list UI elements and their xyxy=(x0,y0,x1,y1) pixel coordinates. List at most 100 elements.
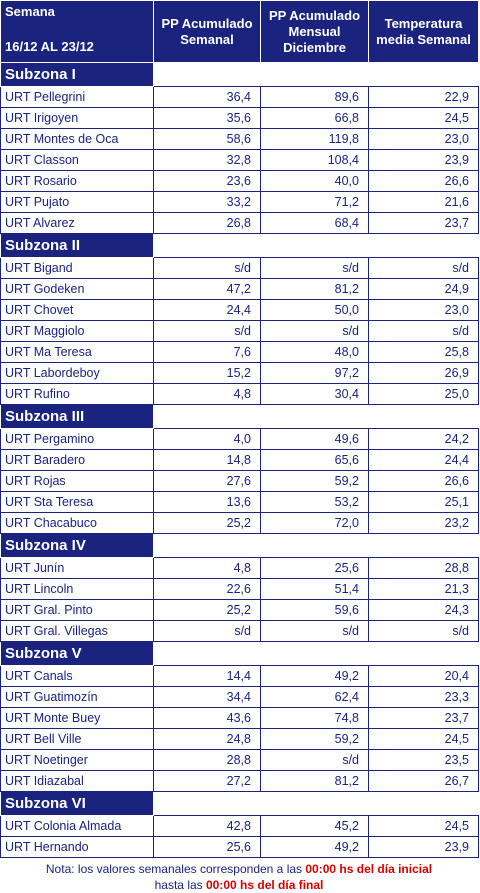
pp-weekly-value: 27,2 xyxy=(153,770,261,792)
temp-weekly-value: 24,9 xyxy=(368,278,479,300)
col-temp-weekly: Temperatura media Semanal xyxy=(368,0,479,63)
pp-weekly-value: 4,8 xyxy=(153,557,261,579)
table-body: Subzona I URT Pellegrini 36,4 89,6 22,9 URT I… xyxy=(0,62,479,858)
zone-title: Subzona III xyxy=(0,404,154,429)
pp-weekly-value: 43,6 xyxy=(153,707,261,729)
pp-weekly-value: 13,6 xyxy=(153,491,261,513)
station-row: URT Baradero 14,8 65,6 24,4 xyxy=(0,449,479,471)
station-name: URT Alvarez xyxy=(0,212,154,234)
zone-spacer xyxy=(153,533,479,558)
station-row: URT Pergamino 4,0 49,6 24,2 xyxy=(0,428,479,450)
station-row: URT Maggiolo s/d s/d s/d xyxy=(0,320,479,342)
temp-weekly-value: 23,5 xyxy=(368,749,479,771)
temp-weekly-value: 24,2 xyxy=(368,428,479,450)
pp-weekly-value: s/d xyxy=(153,320,261,342)
station-row: URT Canals 14,4 49,2 20,4 xyxy=(0,665,479,687)
temp-weekly-value: 23,2 xyxy=(368,512,479,534)
station-name: URT Rojas xyxy=(0,470,154,492)
station-name: URT Classon xyxy=(0,149,154,171)
pp-weekly-value: 25,6 xyxy=(153,836,261,858)
temp-weekly-value: 21,3 xyxy=(368,578,479,600)
station-name: URT Bigand xyxy=(0,257,154,279)
station-row: URT Junín 4,8 25,6 28,8 xyxy=(0,557,479,579)
temp-weekly-value: 25,1 xyxy=(368,491,479,513)
station-name: URT Hernando xyxy=(0,836,154,858)
pp-monthly-value: 74,8 xyxy=(260,707,369,729)
zone-header-row: Subzona VI xyxy=(0,791,479,816)
temp-weekly-value: 25,8 xyxy=(368,341,479,363)
station-row: URT Rosario 23,6 40,0 26,6 xyxy=(0,170,479,192)
pp-monthly-value: 71,2 xyxy=(260,191,369,213)
week-label: Semana xyxy=(5,4,55,19)
pp-weekly-value: 4,8 xyxy=(153,383,261,405)
station-name: URT Baradero xyxy=(0,449,154,471)
pp-monthly-value: 40,0 xyxy=(260,170,369,192)
station-name: URT Gral. Pinto xyxy=(0,599,154,621)
temp-weekly-value: 26,9 xyxy=(368,362,479,384)
temp-weekly-value: 24,3 xyxy=(368,599,479,621)
station-row: URT Noetinger 28,8 s/d 23,5 xyxy=(0,749,479,771)
pp-weekly-value: 26,8 xyxy=(153,212,261,234)
station-name: URT Montes de Oca xyxy=(0,128,154,150)
station-row: URT Godeken 47,2 81,2 24,9 xyxy=(0,278,479,300)
temp-weekly-value: 23,0 xyxy=(368,128,479,150)
pp-weekly-value: 24,8 xyxy=(153,728,261,750)
station-name: URT Pellegrini xyxy=(0,86,154,108)
pp-weekly-value: s/d xyxy=(153,257,261,279)
station-name: URT Sta Teresa xyxy=(0,491,154,513)
station-name: URT Irigoyen xyxy=(0,107,154,129)
station-row: URT Monte Buey 43,6 74,8 23,7 xyxy=(0,707,479,729)
station-row: URT Lincoln 22,6 51,4 21,3 xyxy=(0,578,479,600)
zone-title: Subzona V xyxy=(0,641,154,666)
pp-weekly-value: 33,2 xyxy=(153,191,261,213)
station-name: URT Chacabuco xyxy=(0,512,154,534)
station-name: URT Pujato xyxy=(0,191,154,213)
pp-weekly-value: 27,6 xyxy=(153,470,261,492)
station-name: URT Labordeboy xyxy=(0,362,154,384)
note-text-1: Nota: los valores semanales corresponden… xyxy=(45,862,306,876)
pp-monthly-value: s/d xyxy=(260,749,369,771)
temp-weekly-value: 23,7 xyxy=(368,212,479,234)
station-row: URT Gral. Pinto 25,2 59,6 24,3 xyxy=(0,599,479,621)
pp-monthly-value: 49,6 xyxy=(260,428,369,450)
zone-title: Subzona I xyxy=(0,62,154,87)
station-name: URT Colonia Almada xyxy=(0,815,154,837)
temp-weekly-value: 23,9 xyxy=(368,836,479,858)
pp-weekly-value: 47,2 xyxy=(153,278,261,300)
pp-weekly-value: 32,8 xyxy=(153,149,261,171)
station-row: URT Gral. Villegas s/d s/d s/d xyxy=(0,620,479,642)
station-row: URT Classon 32,8 108,4 23,9 xyxy=(0,149,479,171)
pp-monthly-value: 97,2 xyxy=(260,362,369,384)
pp-monthly-value: 48,0 xyxy=(260,341,369,363)
station-row: URT Chacabuco 25,2 72,0 23,2 xyxy=(0,512,479,534)
pp-monthly-value: 81,2 xyxy=(260,770,369,792)
station-name: URT Chovet xyxy=(0,299,154,321)
zone-spacer xyxy=(153,404,479,429)
week-range: 16/12 AL 23/12 xyxy=(5,39,94,54)
station-name: URT Rosario xyxy=(0,170,154,192)
pp-monthly-value: s/d xyxy=(260,620,369,642)
pp-weekly-value: 15,2 xyxy=(153,362,261,384)
station-table: Semana 16/12 AL 23/12 PP Acumulado Seman… xyxy=(0,0,479,858)
footnote: Nota: los valores semanales corresponden… xyxy=(0,858,478,893)
station-row: URT Bigand s/d s/d s/d xyxy=(0,257,479,279)
pp-weekly-value: 42,8 xyxy=(153,815,261,837)
zone-title: Subzona IV xyxy=(0,533,154,558)
temp-weekly-value: 26,7 xyxy=(368,770,479,792)
zone-spacer xyxy=(153,791,479,816)
col-pp-monthly: PP Acumulado Mensual Diciembre xyxy=(260,0,369,63)
pp-weekly-value: 36,4 xyxy=(153,86,261,108)
pp-monthly-value: 65,6 xyxy=(260,449,369,471)
pp-monthly-value: 50,0 xyxy=(260,299,369,321)
pp-monthly-value: 119,8 xyxy=(260,128,369,150)
note-highlight-2: 00:00 hs del día final xyxy=(206,878,324,892)
pp-monthly-value: 72,0 xyxy=(260,512,369,534)
station-name: URT Rufino xyxy=(0,383,154,405)
pp-monthly-value: 25,6 xyxy=(260,557,369,579)
header-row: Semana 16/12 AL 23/12 PP Acumulado Seman… xyxy=(0,0,479,63)
pp-monthly-value: 59,2 xyxy=(260,470,369,492)
temp-weekly-value: 24,5 xyxy=(368,107,479,129)
temp-weekly-value: 24,5 xyxy=(368,728,479,750)
station-row: URT Montes de Oca 58,6 119,8 23,0 xyxy=(0,128,479,150)
pp-monthly-value: 30,4 xyxy=(260,383,369,405)
